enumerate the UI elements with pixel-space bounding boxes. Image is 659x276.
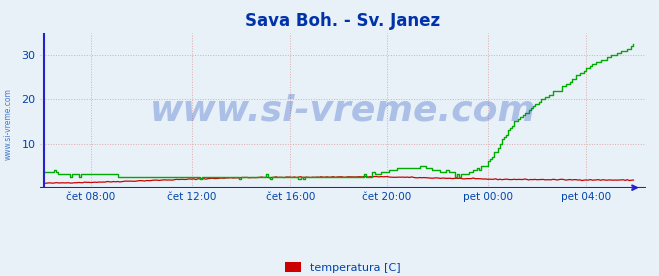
Legend: temperatura [C], pretok [m3/s]: temperatura [C], pretok [m3/s] [280, 258, 405, 276]
Text: www.si-vreme.com: www.si-vreme.com [3, 88, 13, 160]
Text: www.si-vreme.com: www.si-vreme.com [150, 93, 536, 128]
Title: Sava Boh. - Sv. Janez: Sava Boh. - Sv. Janez [245, 12, 440, 30]
